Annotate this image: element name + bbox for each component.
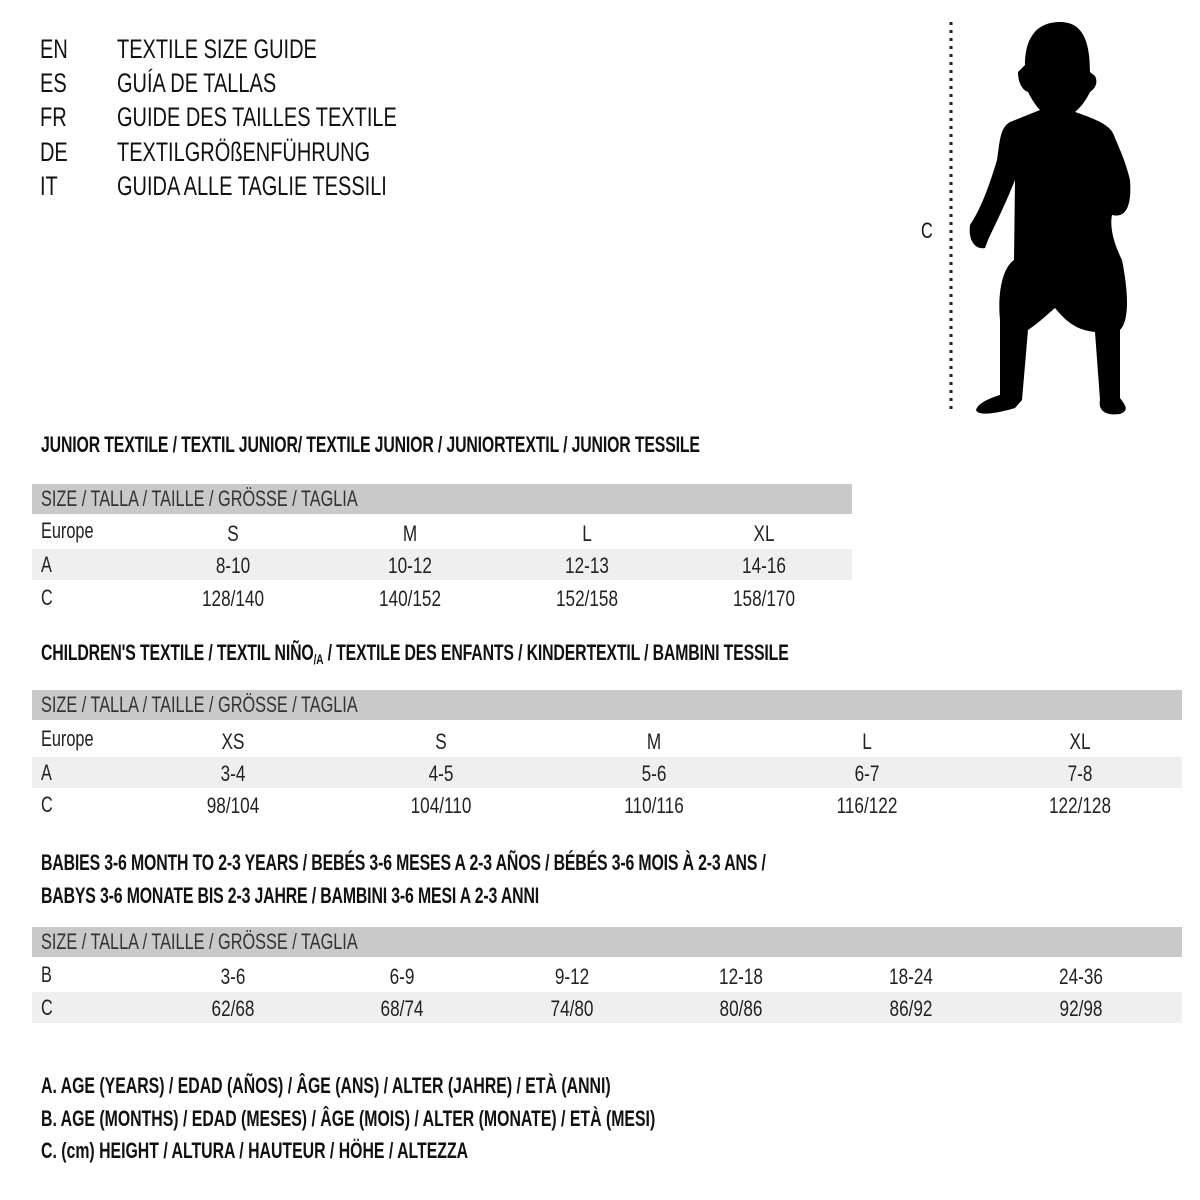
table-cell: 9-12 [554, 964, 590, 989]
junior-section-title: JUNIOR TEXTILE / TEXTIL JUNIOR/ TEXTILE … [41, 432, 700, 457]
children-section-title: CHILDREN'S TEXTILE / TEXTIL NIÑO/A / TEX… [41, 640, 789, 667]
table-cell: 116/122 [836, 793, 898, 818]
table-cell: 152/158 [555, 586, 619, 611]
row-label-a: A [41, 552, 52, 577]
row-label-a: A [41, 760, 52, 785]
table-cell: S [435, 729, 447, 754]
row-label-europe: Europe [41, 726, 94, 751]
table-cell: 10-12 [388, 553, 432, 578]
table-cell: 98/104 [206, 793, 260, 818]
table-cell: L [582, 521, 592, 546]
lang-code-de: DE [40, 137, 68, 167]
table-cell: 68/74 [380, 996, 424, 1021]
row-label-b: B [41, 962, 52, 987]
row-label-europe: Europe [41, 518, 94, 543]
table-cell: 7-8 [1067, 761, 1093, 786]
table-cell: XL [1069, 729, 1091, 754]
row-label-c: C [41, 585, 53, 610]
table-cell: 24-36 [1059, 964, 1103, 989]
row-label-c: C [41, 792, 53, 817]
row-label-c: C [41, 995, 53, 1020]
table-cell: 80/86 [719, 996, 763, 1021]
table-cell: 3-4 [220, 761, 246, 786]
table-cell: 140/152 [378, 586, 442, 611]
table-cell: 6-7 [854, 761, 880, 786]
table-cell: 74/80 [550, 996, 594, 1021]
table-cell: 8-10 [215, 553, 251, 578]
table-cell: 3-6 [220, 964, 246, 989]
table-cell: M [402, 521, 418, 546]
table-cell: M [646, 729, 662, 754]
legend-a: A. AGE (YEARS) / EDAD (AÑOS) / ÂGE (ANS)… [41, 1073, 611, 1098]
lang-code-es: ES [40, 68, 67, 98]
table-cell: 5-6 [641, 761, 667, 786]
legend-c: C. (cm) HEIGHT / ALTURA / HAUTEUR / HÖHE… [41, 1138, 469, 1163]
table-cell: 18-24 [889, 964, 933, 989]
table-cell: 122/128 [1048, 793, 1112, 818]
table-cell: XS [221, 729, 245, 754]
table-header-label: SIZE / TALLA / TAILLE / GRÖSSE / TAGLIA [41, 692, 358, 717]
table-header-bar [32, 927, 1182, 957]
lang-title-it: GUIDA ALLE TAGLIE TESSILI [117, 171, 387, 201]
table-cell: L [862, 729, 872, 754]
table-cell: 6-9 [389, 964, 415, 989]
table-header-label: SIZE / TALLA / TAILLE / GRÖSSE / TAGLIA [41, 486, 358, 511]
table-cell: 14-16 [742, 553, 786, 578]
table-cell: 158/170 [732, 586, 796, 611]
table-cell: S [227, 521, 239, 546]
lang-title-de: TEXTILGRÖßENFÜHRUNG [117, 137, 371, 167]
lang-title-es: GUÍA DE TALLAS [117, 68, 277, 98]
table-cell: XL [753, 521, 775, 546]
table-cell: 4-5 [428, 761, 454, 786]
lang-title-en: TEXTILE SIZE GUIDE [117, 34, 317, 64]
table-cell: 12-13 [565, 553, 609, 578]
row-shade [32, 992, 1182, 1023]
lang-code-it: IT [40, 171, 58, 201]
table-cell: 12-18 [719, 964, 763, 989]
table-cell: 92/98 [1059, 996, 1103, 1021]
table-cell: 128/140 [201, 586, 265, 611]
table-cell: 86/92 [889, 996, 933, 1021]
lang-code-en: EN [40, 34, 68, 64]
table-cell: 110/116 [624, 793, 684, 818]
table-cell: 62/68 [211, 996, 255, 1021]
height-label: C [921, 218, 933, 243]
row-shade [32, 757, 1182, 788]
lang-title-fr: GUIDE DES TAILLES TEXTILE [117, 102, 397, 132]
lang-code-fr: FR [40, 102, 67, 132]
table-cell: 104/110 [410, 793, 472, 818]
babies-section-title-line2: BABYS 3-6 MONATE BIS 2-3 JAHRE / BAMBINI… [41, 883, 540, 908]
legend-b: B. AGE (MONTHS) / EDAD (MESES) / ÂGE (MO… [41, 1106, 656, 1131]
babies-section-title-line1: BABIES 3-6 MONTH TO 2-3 YEARS / BEBÉS 3-… [41, 850, 766, 875]
child-silhouette-icon [949, 22, 1131, 415]
row-shade [32, 549, 852, 580]
table-header-bar [32, 484, 852, 514]
table-header-bar [32, 690, 1182, 720]
table-header-label: SIZE / TALLA / TAILLE / GRÖSSE / TAGLIA [41, 929, 358, 954]
